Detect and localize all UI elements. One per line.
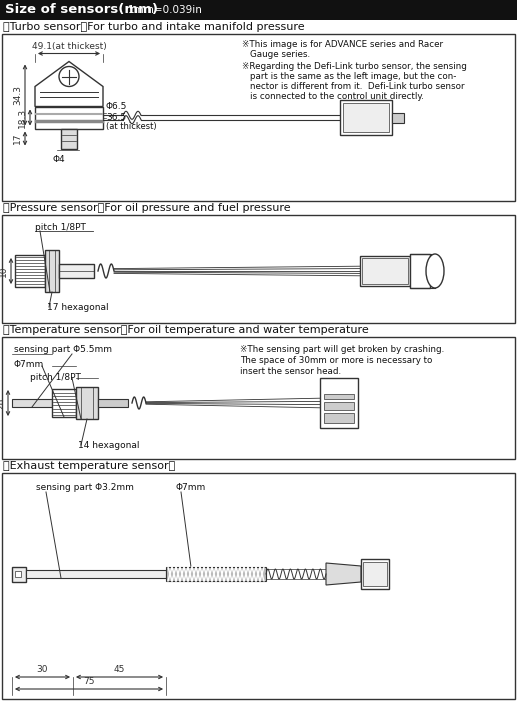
Text: 14 hexagonal: 14 hexagonal [78,440,140,449]
Polygon shape [326,563,361,585]
Bar [76,387,98,419]
Bar [363,562,387,586]
Text: Φ6.5: Φ6.5 [106,102,127,111]
Text: 【Temperature sensor】For oil temperature and water temperature: 【Temperature sensor】For oil temperature … [3,325,369,335]
Bar [324,413,354,423]
Text: ※The sensing part will get broken by crashing.: ※The sensing part will get broken by cra… [240,345,444,354]
Text: sensing part Φ5.5mm: sensing part Φ5.5mm [14,345,112,354]
Bar [360,256,410,286]
Text: 36.5: 36.5 [106,113,126,122]
Text: 45: 45 [114,665,125,674]
Bar [52,389,76,417]
Text: 75: 75 [83,677,95,686]
Bar [2,337,515,459]
Text: 17 hexagonal: 17 hexagonal [47,303,109,311]
Text: 30: 30 [37,665,48,674]
Text: Φ4: Φ4 [53,154,65,163]
Text: 【Exhaust temperature sensor】: 【Exhaust temperature sensor】 [3,461,175,471]
Text: sensing part Φ3.2mm: sensing part Φ3.2mm [36,483,134,492]
Text: 【Turbo sensor】For turbo and intake manifold pressure: 【Turbo sensor】For turbo and intake manif… [3,22,305,32]
Bar [166,567,266,581]
Text: 49.1(at thickest): 49.1(at thickest) [32,41,107,50]
Text: 【Pressure sensor】For oil pressure and fuel pressure: 【Pressure sensor】For oil pressure and fu… [3,203,291,213]
Text: nector is different from it.  Defi-Link turbo sensor: nector is different from it. Defi-Link t… [250,82,465,91]
Text: pitch 1/8PT: pitch 1/8PT [35,223,86,232]
Bar [26,570,166,578]
Bar [12,399,52,407]
Text: pitch 1/8PT: pitch 1/8PT [30,373,81,382]
Text: (at thickest): (at thickest) [106,122,157,131]
Bar [15,571,21,577]
Bar [361,559,389,589]
Text: Gauge series.: Gauge series. [250,50,310,59]
Polygon shape [35,62,103,107]
Bar [35,107,103,128]
Bar [2,473,515,699]
Text: 17: 17 [13,132,22,144]
Bar [59,264,94,278]
Bar [343,103,389,132]
Bar [12,566,26,582]
Bar [61,128,77,149]
Text: ※Regarding the Defi-Link turbo sensor, the sensing: ※Regarding the Defi-Link turbo sensor, t… [242,62,467,71]
Text: 34.3: 34.3 [13,85,22,105]
Bar [2,215,515,323]
Bar [320,378,358,428]
Text: part is the same as the left image, but the con-: part is the same as the left image, but … [250,72,457,81]
Bar [45,250,59,292]
Text: 18.3: 18.3 [18,107,27,128]
Text: 10: 10 [0,265,8,277]
Text: Size of sensors(mm): Size of sensors(mm) [5,4,158,17]
Text: The space of 30mm or more is necessary to: The space of 30mm or more is necessary t… [240,356,432,365]
Bar [324,402,354,410]
Text: Φ7mm: Φ7mm [14,360,44,369]
Text: insert the sensor head.: insert the sensor head. [240,367,341,376]
Text: 28: 28 [0,397,5,409]
Bar [410,254,430,288]
Text: Φ7mm: Φ7mm [176,483,206,492]
Bar [0,0,517,20]
Bar [362,258,408,284]
Text: ※This image is for ADVANCE series and Racer: ※This image is for ADVANCE series and Ra… [242,40,443,49]
Circle shape [59,67,79,86]
Bar [340,100,392,135]
Text: 1mm=0.039in: 1mm=0.039in [128,5,203,15]
Bar [324,394,354,399]
Bar [392,112,404,123]
Bar [2,34,515,201]
Text: is connected to the control unit directly.: is connected to the control unit directl… [250,92,424,101]
Bar [15,255,45,287]
Bar [98,399,128,407]
Ellipse shape [426,254,444,288]
